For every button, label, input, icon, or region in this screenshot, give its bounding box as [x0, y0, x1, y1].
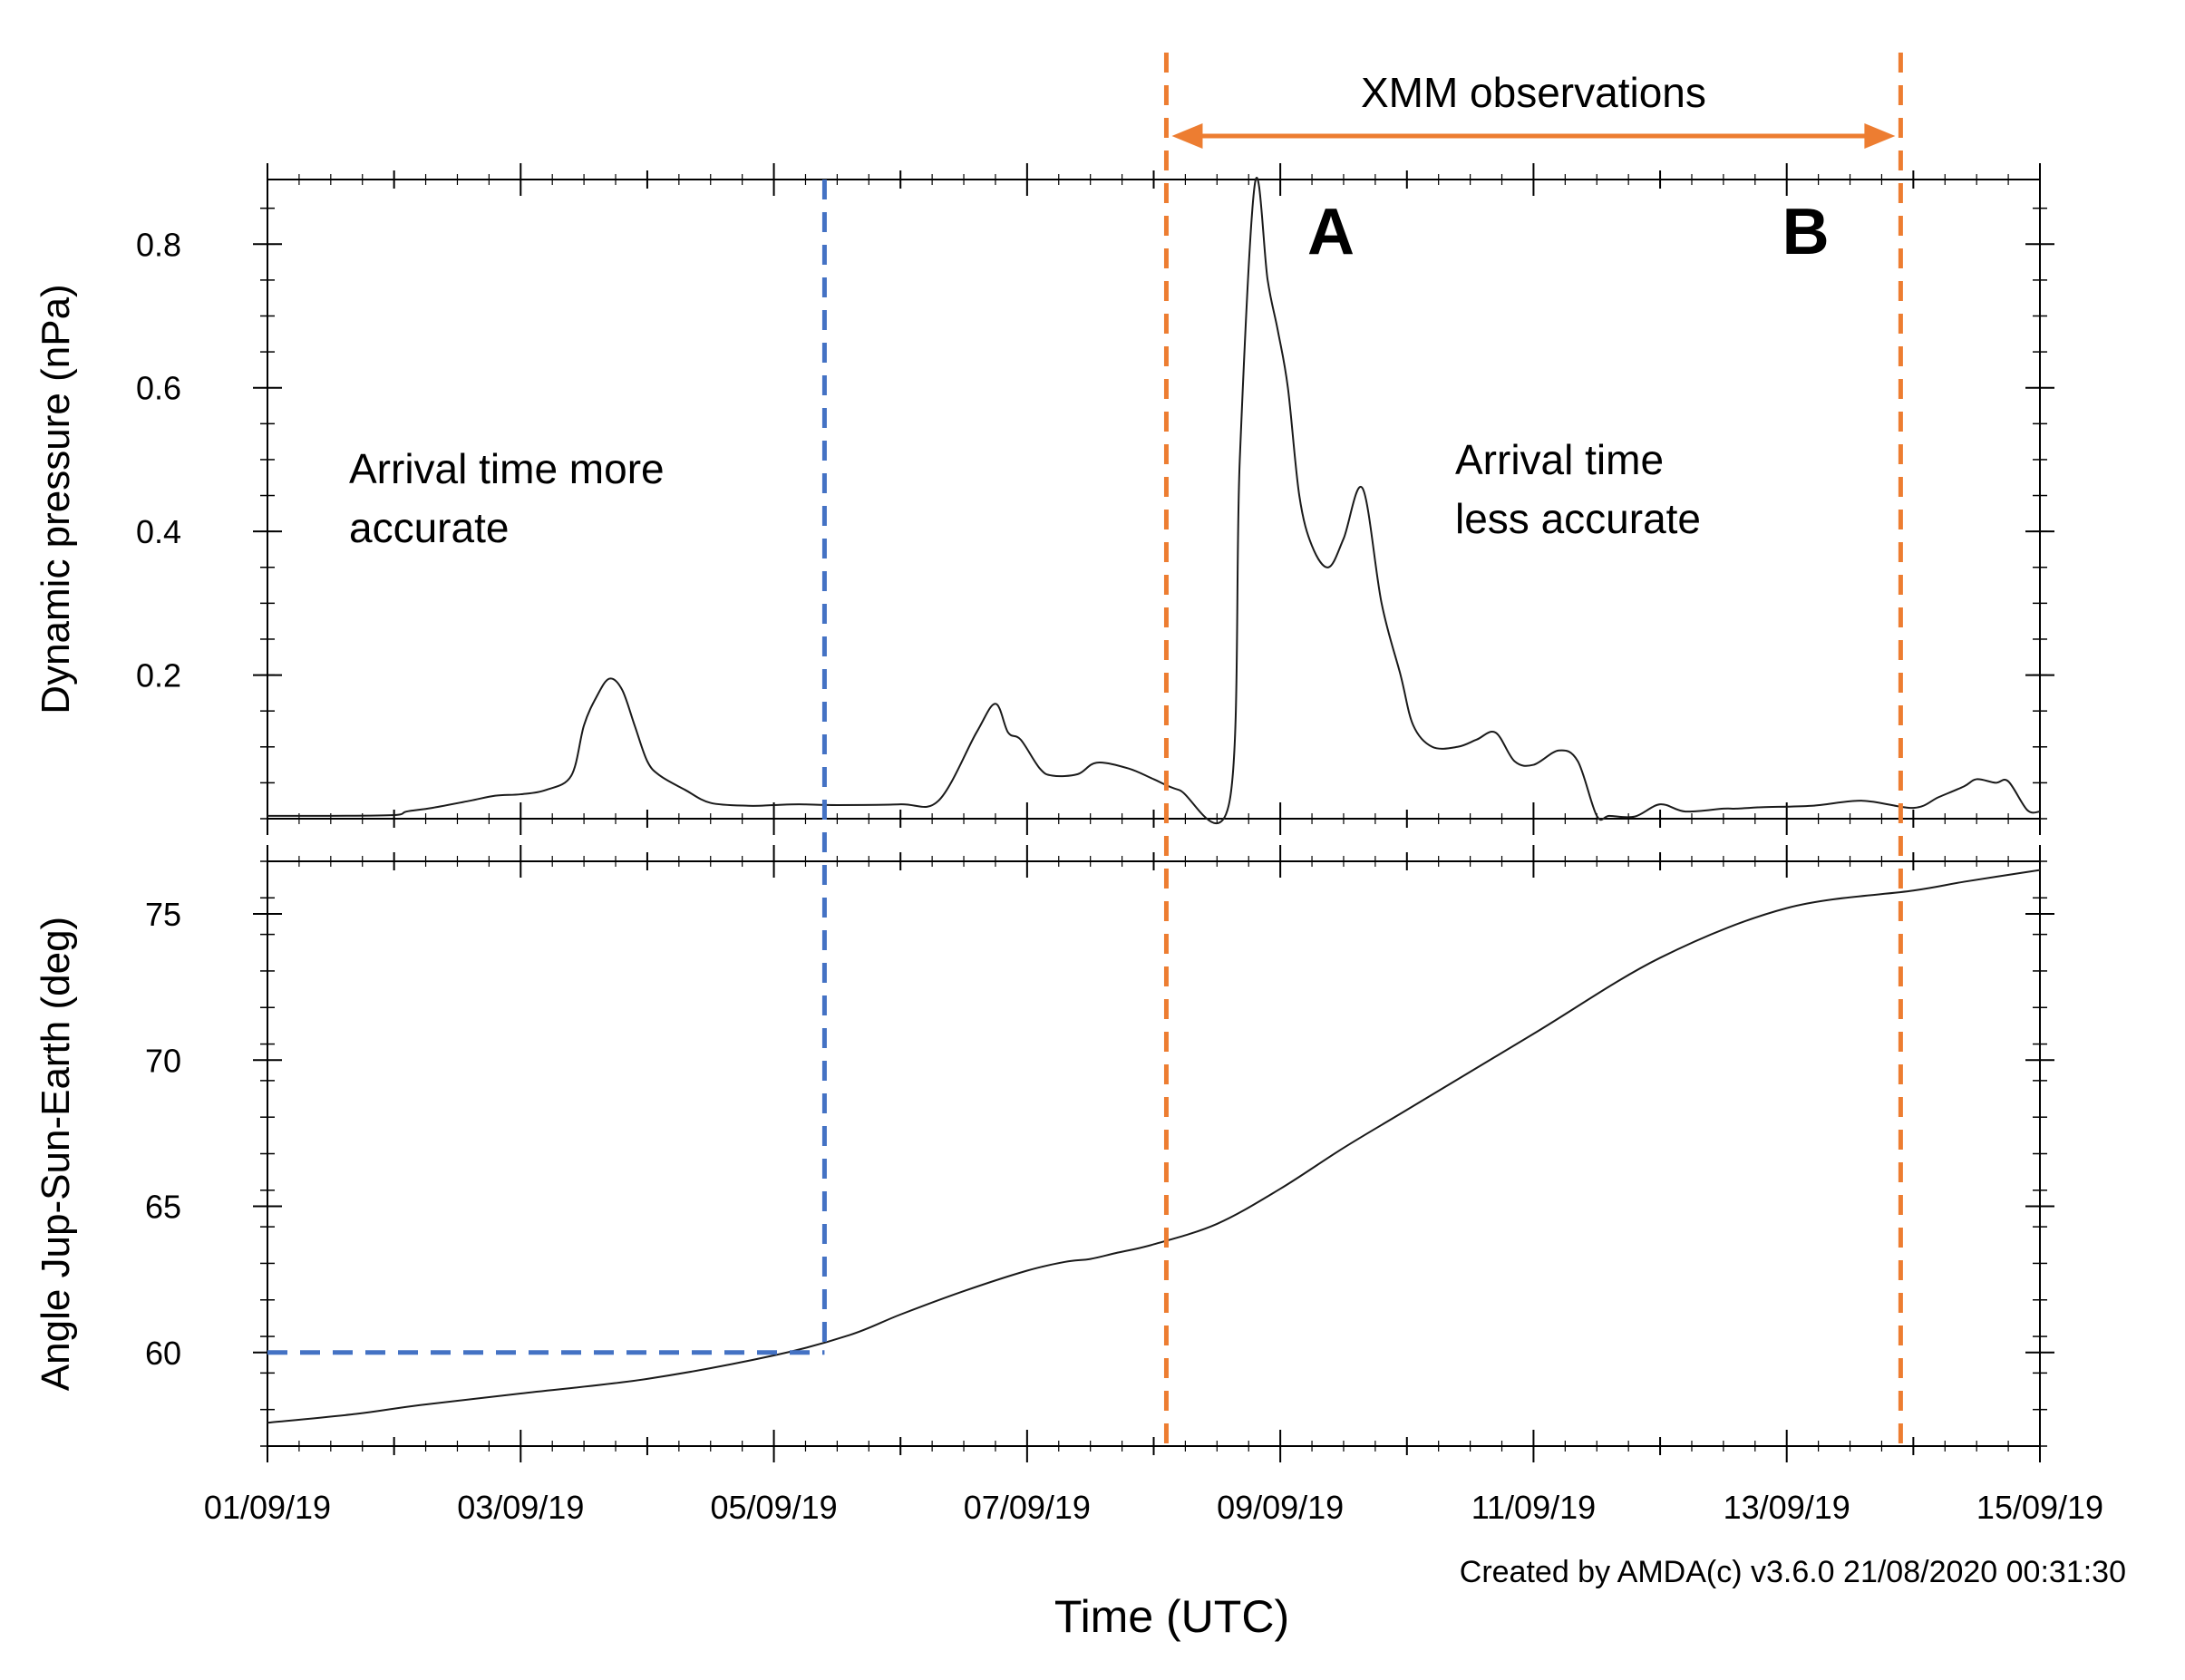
y-axis-title: Angle Jup-Sun-Earth (deg) [34, 917, 78, 1391]
series-line-dynamic-pressure [267, 177, 2041, 825]
x-axis-title: Time (UTC) [1054, 1591, 1289, 1642]
y-tick-label: 60 [145, 1335, 181, 1372]
left-region-label-line1: Arrival time more [349, 445, 665, 492]
x-tick-label: 01/09/19 [204, 1489, 331, 1526]
left-region-label-line2: accurate [349, 504, 509, 551]
xmm-arrow-head-right [1864, 123, 1896, 149]
credit-text: Created by AMDA(c) v3.6.0 21/08/2020 00:… [1460, 1555, 2126, 1589]
series-line-angle-jup-sun-earth [267, 869, 2041, 1424]
y-tick-label: 65 [145, 1189, 181, 1226]
marker-b: B [1782, 196, 1830, 268]
x-tick-label: 05/09/19 [711, 1489, 838, 1526]
x-tick-label: 03/09/19 [457, 1489, 584, 1526]
pressure-panel: 0.2 0.4 0.6 0.8 Dynamic pressure (nPa) [34, 163, 2054, 835]
xmm-arrow-head-left [1171, 123, 1203, 149]
xmm-observations-label: XMM observations [1361, 69, 1706, 116]
y-tick-label: 0.2 [136, 657, 181, 694]
x-tick-label: 15/09/19 [1976, 1489, 2103, 1526]
right-region-label-line1: Arrival time [1455, 436, 1664, 483]
angle-panel: 60 65 70 75 Angle Jup-Sun-Earth (deg) [34, 845, 2054, 1462]
x-axis: 01/09/19 03/09/19 05/09/19 07/09/19 09/09/19… [204, 1489, 2103, 1526]
marker-a: A [1307, 196, 1355, 268]
y-tick-label: 0.8 [136, 226, 181, 263]
y-tick-label: 0.6 [136, 370, 181, 407]
x-tick-label: 09/09/19 [1217, 1489, 1344, 1526]
y-tick-label: 0.4 [136, 513, 181, 550]
y-tick-label: 70 [145, 1042, 181, 1079]
y-axis-title: Dynamic pressure (nPa) [34, 284, 78, 714]
x-tick-label: 07/09/19 [964, 1489, 1091, 1526]
x-tick-label: 11/09/19 [1471, 1489, 1596, 1526]
x-tick-label: 13/09/19 [1724, 1489, 1850, 1526]
right-region-label-line2: less accurate [1455, 495, 1701, 542]
y-tick-label: 75 [145, 896, 181, 933]
annotation-overlay: XMM observations A B Arrival time more a… [267, 53, 2126, 1642]
